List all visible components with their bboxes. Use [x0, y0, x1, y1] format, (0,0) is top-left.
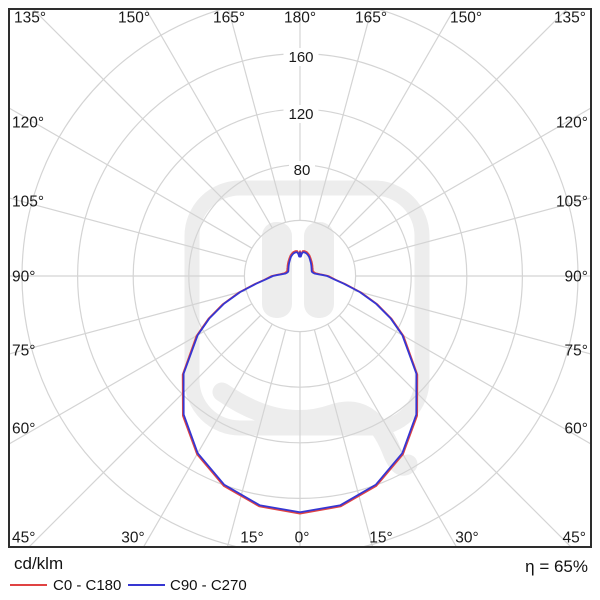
grid-spoke	[29, 314, 262, 546]
grid-spoke	[338, 10, 567, 238]
grid-spoke	[313, 329, 373, 546]
angle-label: 105°	[12, 194, 44, 211]
angle-label: 75°	[565, 343, 588, 360]
grid-spoke	[347, 107, 590, 249]
angle-label: 60°	[12, 421, 35, 438]
grid-spoke	[10, 289, 247, 355]
angle-label: 15°	[240, 530, 263, 547]
grid-spoke	[33, 10, 262, 238]
grid-spoke	[338, 314, 571, 546]
grid-spoke	[10, 197, 247, 263]
angle-label: 45°	[563, 530, 586, 547]
angle-label: 120°	[556, 115, 588, 132]
radial-label-bg	[289, 161, 315, 179]
legend-line-c0-c180	[10, 584, 47, 586]
angle-label: 60°	[565, 421, 588, 438]
angle-label: 120°	[12, 115, 44, 132]
radial-label: 120	[288, 106, 313, 123]
angle-label: 180°	[284, 10, 316, 27]
curve-c0-c180	[181, 250, 419, 515]
angle-label: 150°	[118, 10, 150, 27]
radial-label: 80	[294, 162, 311, 179]
watermark-bar	[262, 222, 292, 318]
watermark-logo	[184, 180, 430, 476]
angle-label: 105°	[556, 194, 588, 211]
legend-label-c90-c270: C90 - C270	[170, 577, 247, 594]
grid-spoke	[327, 323, 457, 546]
grid-spoke	[143, 323, 273, 546]
grid-spoke	[10, 107, 253, 249]
grid-spoke	[347, 303, 590, 445]
legend-line-c90-c270	[128, 584, 165, 586]
angle-label: 30°	[455, 530, 478, 547]
angle-label: 165°	[213, 10, 245, 27]
angle-label: 150°	[450, 10, 482, 27]
radial-label-bg	[283, 48, 319, 66]
angle-label: 75°	[12, 343, 35, 360]
grid-spoke	[353, 289, 590, 355]
grid-spoke	[10, 303, 253, 445]
watermark-bar	[304, 222, 334, 318]
grid-spoke	[313, 10, 372, 223]
efficiency-label: η = 65%	[525, 557, 588, 576]
angle-label: 15°	[369, 530, 392, 547]
angle-label: 90°	[12, 269, 35, 286]
angle-label: 90°	[565, 269, 588, 286]
grid-spoke	[228, 10, 287, 223]
angle-label: 135°	[14, 10, 46, 27]
units-label: cd/klm	[14, 554, 64, 573]
angle-label: 135°	[554, 10, 586, 27]
radial-label: 160	[288, 49, 313, 66]
legend-label-c0-c180: C0 - C180	[53, 577, 122, 594]
watermark-swoosh	[212, 382, 418, 476]
grid-spoke	[227, 329, 287, 546]
curve-c90-c270	[182, 251, 418, 514]
radial-label-bg	[283, 105, 319, 123]
angle-label: 165°	[355, 10, 387, 27]
angle-label: 30°	[121, 530, 144, 547]
angle-label: 0°	[295, 530, 310, 547]
grid-spoke	[353, 197, 590, 263]
legend: C0 - C180 C90 - C270	[0, 576, 600, 594]
grid-spoke	[145, 10, 273, 229]
grid-spoke	[327, 10, 455, 229]
angle-label: 45°	[12, 530, 35, 547]
